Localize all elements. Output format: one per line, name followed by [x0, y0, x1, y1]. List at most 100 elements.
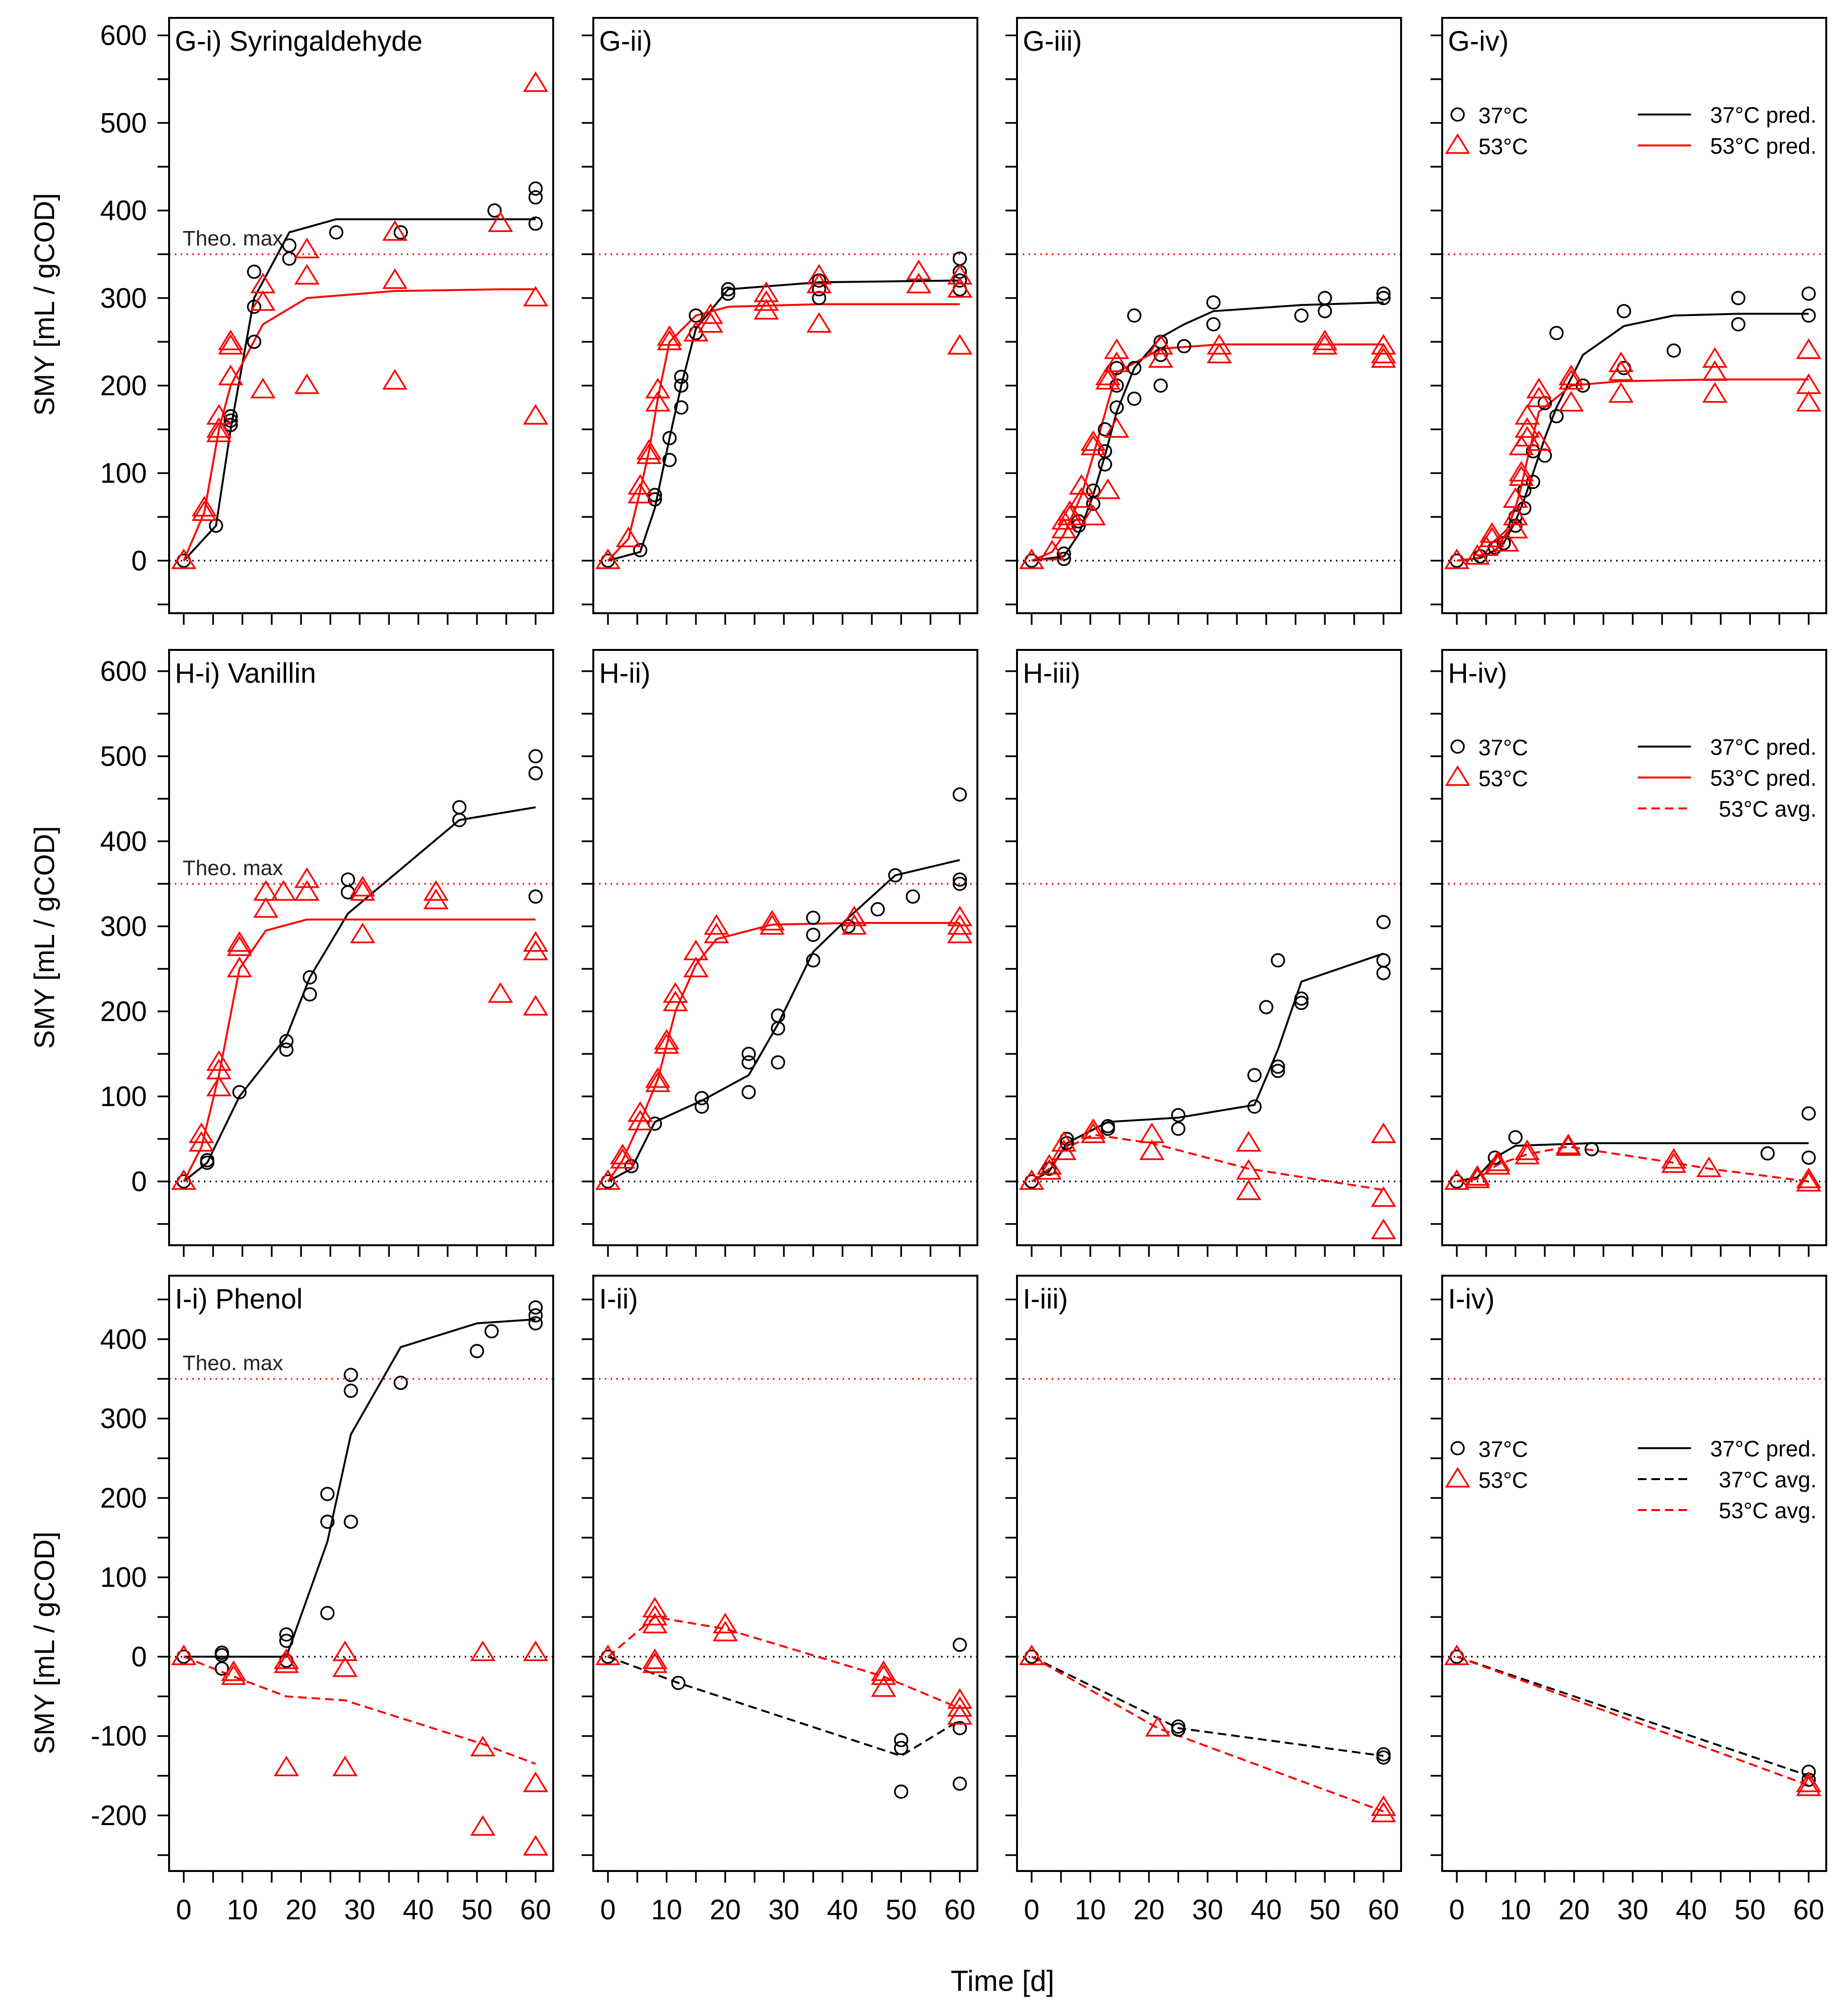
panel-title: G-i) Syringaldehyde [175, 26, 423, 57]
point-37c [279, 1034, 294, 1049]
panel-h-i: Theo. max H-i) Vanillin 0 100 200 300 400 500 60… [100, 649, 554, 1257]
point-53c [1464, 1167, 1490, 1188]
y-tick-label: -100 [91, 1721, 147, 1752]
point-37c [662, 453, 677, 467]
point-53c [1371, 347, 1396, 368]
point-53c [1312, 330, 1338, 350]
point-37c [232, 1085, 247, 1099]
point-37c [1801, 308, 1816, 323]
panel-h-iv: H-iv) 37°C 53°C 37°C pred. 53°C pred. 53°C av… [1431, 649, 1827, 1257]
x-tick-label: 30 [1617, 1894, 1648, 1926]
point-53c [1608, 351, 1634, 373]
point-53c [1019, 1169, 1045, 1190]
point-53c [1555, 1133, 1581, 1154]
point-53c [1139, 1123, 1165, 1143]
point-53c [595, 1169, 621, 1190]
point-37c [215, 1661, 229, 1676]
point-53c [294, 880, 320, 901]
y-tick-label: 300 [100, 1403, 147, 1435]
point-53c [616, 526, 641, 547]
point-53c [1514, 417, 1540, 438]
legend-marker [1445, 765, 1471, 786]
legend-label: 37°C [1478, 1437, 1528, 1462]
point-53c [1514, 1144, 1540, 1165]
point-53c [206, 1050, 232, 1071]
point-53c [206, 1076, 232, 1096]
point-53c [1485, 1151, 1511, 1171]
point-53c [703, 914, 730, 935]
point-37c [528, 1308, 543, 1323]
point-53c [906, 273, 931, 293]
legend: 37°C 53°C 37°C pred. 53°C pred. [1445, 102, 1817, 159]
point-53c [1444, 548, 1470, 569]
point-53c [1069, 487, 1094, 508]
point-53c [642, 1597, 668, 1618]
point-37c [452, 800, 467, 815]
point-53c [947, 1696, 973, 1717]
legend: 37°C 53°C 37°C pred. 37°C avg. 53°C avg. [1445, 1436, 1817, 1523]
point-37c [528, 190, 543, 205]
point-37c [1549, 326, 1564, 340]
point-53c [1371, 1186, 1396, 1207]
x-tick-label: 10 [227, 1894, 258, 1926]
point-53c [1444, 1169, 1470, 1190]
point-37c [393, 225, 408, 240]
point-53c [610, 1144, 635, 1165]
x-tick-label: 0 [600, 1894, 616, 1926]
point-53c [645, 1067, 671, 1088]
point-37c [1801, 286, 1816, 301]
point-53c [1514, 1139, 1540, 1160]
point-37c [694, 1099, 709, 1114]
point-53c [1508, 465, 1534, 486]
point-53c [218, 364, 244, 386]
point-53c [350, 922, 375, 943]
panel-h-ii: H-ii) [582, 649, 978, 1257]
point-53c [806, 312, 832, 333]
point-37c [633, 543, 647, 558]
panel-frame [1016, 17, 1402, 614]
point-37c [1801, 1106, 1816, 1121]
point-53c [1371, 334, 1396, 355]
x-tick-label: 0 [176, 1894, 191, 1926]
point-53c [595, 1644, 621, 1665]
point-53c [1095, 369, 1121, 390]
point-53c [273, 1652, 299, 1673]
point-37c [344, 1514, 358, 1529]
point-53c [753, 281, 779, 302]
point-53c [332, 1756, 358, 1776]
panel-title: G-iii) [1023, 26, 1082, 57]
point-37c [1376, 953, 1391, 968]
point-53c [523, 1771, 548, 1792]
point-53c [227, 931, 252, 952]
point-53c [470, 1641, 496, 1661]
point-37c [870, 902, 885, 917]
legend-label: 53°C pred. [1710, 133, 1817, 158]
point-53c [1206, 334, 1232, 355]
point-37c [1098, 457, 1112, 472]
point-53c [610, 1148, 635, 1169]
point-53c [1104, 417, 1130, 438]
point-53c [642, 1652, 668, 1673]
point-53c [294, 237, 320, 259]
y-tick-label: 200 [100, 370, 147, 402]
y-tick-label: 100 [100, 1081, 147, 1112]
point-53c [1508, 461, 1534, 482]
point-53c [1051, 1131, 1077, 1152]
point-53c [645, 390, 671, 412]
point-53c [1702, 360, 1728, 381]
legend-label: 53°C [1478, 134, 1528, 159]
point-53c [523, 995, 548, 1016]
point-53c [1485, 1154, 1511, 1175]
series-line-53-c-avg- [1456, 1655, 1809, 1786]
y-tick-label: 400 [100, 826, 147, 857]
y-tick-label: -200 [91, 1800, 147, 1831]
series-line-53-c-pred- [607, 303, 960, 561]
point-53c [253, 897, 279, 918]
point-37c [888, 868, 903, 883]
point-37c [247, 264, 261, 279]
x-tick-label: 10 [1074, 1894, 1106, 1926]
point-53c [636, 443, 662, 464]
point-37c [952, 787, 967, 802]
point-53c [470, 1736, 496, 1756]
theo-max-label: Theo. max [183, 1352, 283, 1375]
